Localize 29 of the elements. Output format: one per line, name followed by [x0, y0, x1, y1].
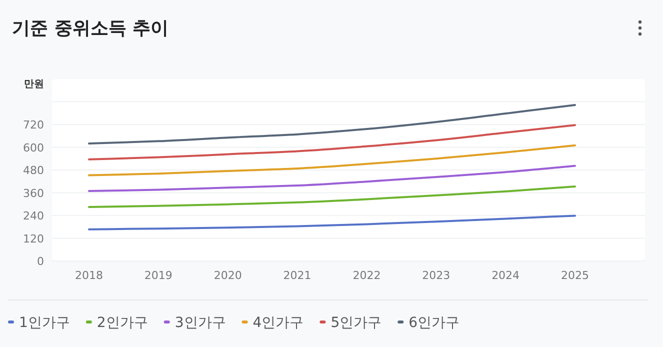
y-tick-label: 720: [23, 118, 44, 132]
x-tick-label: 2019: [144, 269, 172, 282]
line-series: [88, 104, 576, 144]
line-series: [88, 144, 576, 176]
x-tick-label: 2025: [561, 269, 589, 282]
y-tick-label: 480: [23, 164, 44, 177]
legend-label: 4인가구: [252, 315, 304, 331]
legend-label: 1인가구: [19, 315, 70, 331]
line-series: [88, 214, 576, 230]
line-series: [88, 164, 576, 192]
x-tick-label: 2022: [352, 269, 381, 282]
legend-label: 6인가구: [408, 315, 460, 331]
y-tick-label: 0: [37, 255, 44, 268]
y-tick-label: 120: [23, 232, 44, 246]
y-tick-label: 240: [23, 210, 44, 222]
x-tick-label: 2020: [214, 269, 242, 282]
x-tick-label: 2021: [283, 269, 312, 282]
x-tick-label: 2023: [422, 269, 450, 282]
line-series: [88, 185, 576, 208]
y-tick-label: 600: [23, 141, 44, 154]
x-tick-label: 2024: [492, 269, 520, 282]
chart-title: 기준 중위소득 추이: [12, 18, 169, 39]
y-axis-title: 만원: [24, 79, 44, 90]
x-tick-label: 2018: [75, 269, 103, 282]
y-tick-label: 360: [23, 186, 44, 200]
line-series: [88, 124, 576, 160]
legend-label: 5인가구: [330, 315, 382, 331]
legend-label: 2인가구: [96, 315, 148, 331]
legend-label: 3인가구: [174, 315, 226, 331]
